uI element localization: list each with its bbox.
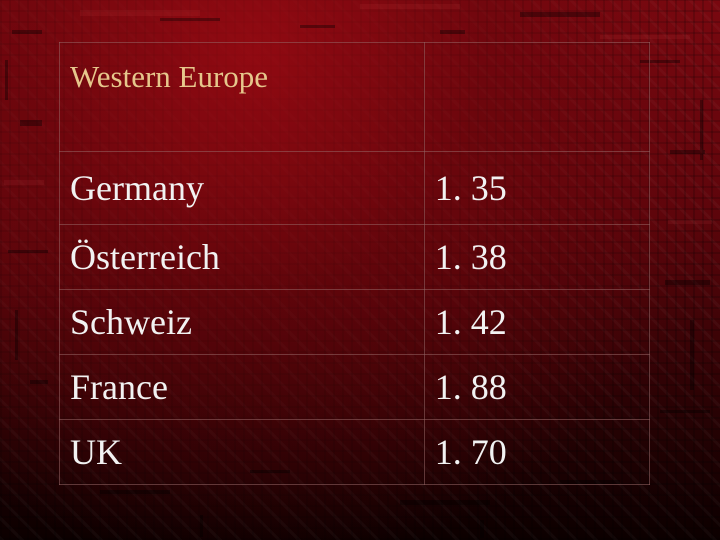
country-cell: UK	[59, 419, 425, 485]
value-cell: 1. 70	[423, 419, 651, 485]
table-row: Österreich 1. 38	[59, 224, 651, 290]
table-header-row: Western Europe	[59, 42, 651, 152]
country-cell: Österreich	[59, 224, 425, 290]
table-row: France 1. 88	[59, 354, 651, 420]
table-row: UK 1. 70	[59, 419, 651, 485]
country-cell: Germany	[59, 151, 425, 225]
table-header-cell: Western Europe	[59, 42, 425, 152]
table-row: Schweiz 1. 42	[59, 289, 651, 355]
country-cell: Schweiz	[59, 289, 425, 355]
value-cell: 1. 38	[423, 224, 651, 290]
table-row: Germany 1. 35	[59, 151, 651, 225]
data-table: Western Europe Germany 1. 35 Österreich …	[59, 42, 651, 485]
country-cell: France	[59, 354, 425, 420]
value-cell: 1. 42	[423, 289, 651, 355]
value-cell: 1. 35	[423, 151, 651, 225]
value-cell: 1. 88	[423, 354, 651, 420]
table-header-empty-cell	[423, 42, 651, 152]
